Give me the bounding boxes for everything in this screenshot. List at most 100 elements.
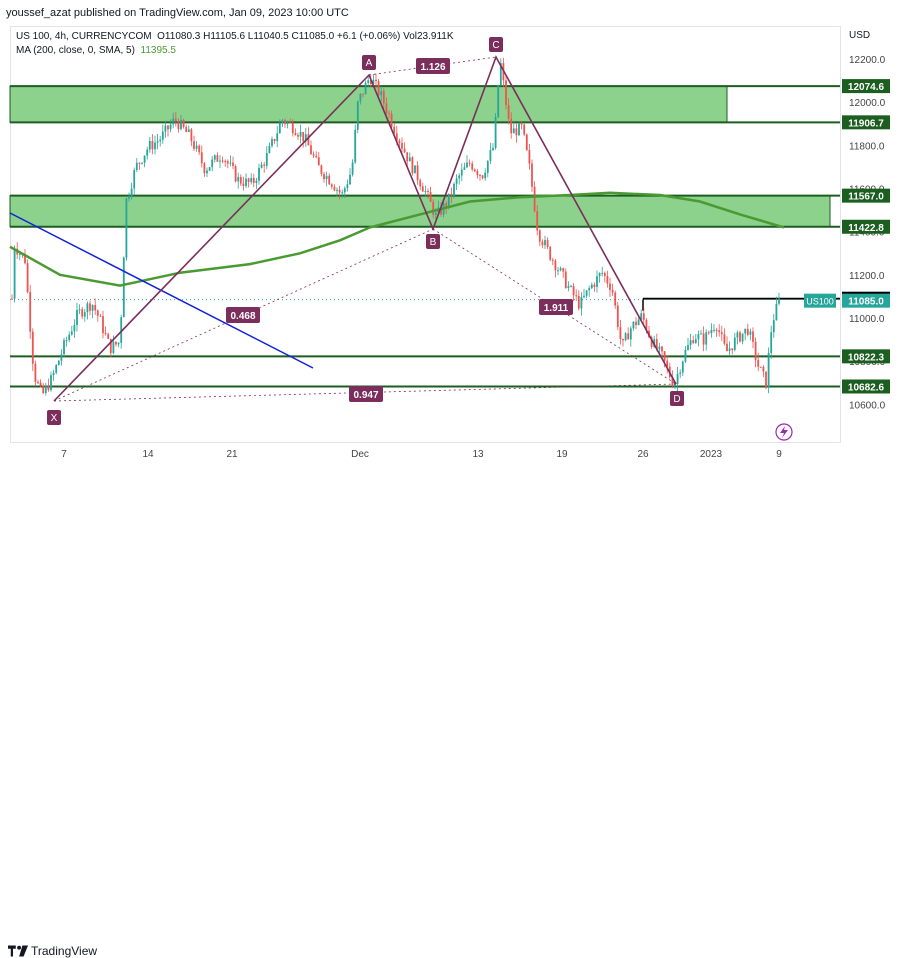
candle-body: [343, 188, 346, 193]
candle-body: [720, 332, 723, 335]
candle-body: [141, 162, 143, 164]
candle-body: [728, 348, 731, 352]
candle-body: [403, 148, 406, 153]
candle-body: [575, 295, 578, 297]
candle-body: [707, 332, 710, 334]
candle-body: [775, 303, 778, 321]
candle-body: [252, 177, 255, 183]
candle-body: [687, 345, 689, 350]
candle-body: [453, 183, 455, 196]
candle-body: [250, 177, 253, 183]
candle-body: [281, 120, 284, 124]
xabcd-point-label: C: [492, 40, 499, 51]
candle-body: [395, 133, 398, 141]
candle-body: [731, 348, 734, 351]
x-tick-label: 9: [776, 449, 782, 460]
candle-body: [276, 133, 279, 142]
candle-body: [455, 178, 458, 184]
candle-body: [601, 272, 604, 274]
candle-body: [671, 377, 674, 387]
candle-body: [468, 162, 471, 164]
candle-body: [120, 317, 123, 343]
candle-body: [224, 161, 227, 163]
candle-body: [31, 331, 34, 364]
candle-body: [354, 129, 357, 163]
candle-body: [476, 171, 479, 175]
ma-legend: MA (200, close, 0, SMA, 5) 11395.5: [16, 45, 176, 56]
candle-body: [570, 286, 572, 288]
candle-body: [55, 365, 58, 373]
candle-body: [255, 180, 258, 183]
level-price-tag: [842, 115, 890, 130]
candle-body: [546, 240, 549, 247]
candle-body: [531, 163, 533, 187]
publish-info: youssef_azat published on TradingView.co…: [6, 7, 349, 19]
candle-body: [473, 169, 476, 172]
candle-body: [700, 333, 702, 335]
x-tick-label: 19: [556, 449, 568, 460]
candle-body: [538, 230, 541, 242]
candlestick-chart[interactable]: X A B C D 0.468 1.126 1.911 0.947 USD 12200.0 12000…: [0, 0, 900, 499]
candle-body: [640, 313, 643, 320]
candle-body: [705, 332, 708, 345]
candle-body: [234, 166, 237, 182]
candle-body: [304, 134, 307, 142]
candle-body: [89, 303, 91, 311]
candle-body: [619, 327, 622, 339]
candle-body: [312, 154, 315, 156]
candle-body: [159, 139, 162, 142]
candle-body: [154, 142, 156, 150]
candle-body: [78, 309, 81, 311]
candle-body: [590, 284, 593, 289]
candle-body: [206, 170, 208, 174]
tradingview-brand[interactable]: TradingView: [31, 944, 98, 958]
candle-body: [349, 174, 351, 185]
ratio-label: 0.468: [230, 311, 255, 322]
candle-body: [416, 165, 419, 181]
candle-body: [663, 351, 666, 361]
candle-body: [263, 164, 266, 166]
candle-body: [151, 140, 154, 150]
ma-label: MA (200, close, 0, SMA, 5): [16, 45, 135, 56]
candle-body: [278, 123, 281, 134]
candle-body: [492, 147, 494, 151]
candle-body: [635, 321, 637, 326]
candle-body: [284, 120, 286, 124]
ratio-badge: [349, 386, 383, 402]
candle-body: [380, 91, 383, 96]
candle-body: [133, 170, 136, 189]
candle-body: [211, 159, 214, 168]
candle-body: [637, 319, 640, 326]
candle-body: [359, 93, 362, 102]
level-price-tag: [842, 219, 890, 234]
candle-body: [169, 124, 172, 130]
chart-pane[interactable]: [10, 26, 841, 443]
candle-body: [726, 343, 728, 352]
candle-body: [577, 295, 580, 309]
y-tick-label: 11800.0: [849, 141, 885, 152]
candle-body: [471, 163, 474, 170]
candle-body: [692, 340, 695, 343]
candle-body: [419, 180, 422, 187]
last-price-label: 11085.0: [848, 297, 884, 308]
candle-body: [29, 291, 32, 332]
lightning-icon[interactable]: [775, 423, 793, 441]
candle-body: [778, 298, 780, 304]
candle-body: [52, 372, 55, 376]
candle-body: [338, 189, 341, 193]
candle-body: [388, 113, 390, 115]
candle-body: [37, 381, 39, 383]
candle-body: [91, 304, 94, 311]
candle-body: [450, 193, 453, 196]
candle-body: [177, 121, 180, 130]
candle-body: [200, 152, 203, 164]
candle-body: [562, 268, 565, 272]
xabcd-point-marker: [489, 37, 503, 52]
candle-body: [310, 145, 312, 155]
candles-group: [11, 57, 780, 396]
candle-body: [226, 161, 229, 164]
candle-body: [559, 268, 562, 271]
candle-body: [239, 177, 242, 184]
candle-body: [65, 340, 68, 342]
candle-body: [265, 152, 268, 166]
